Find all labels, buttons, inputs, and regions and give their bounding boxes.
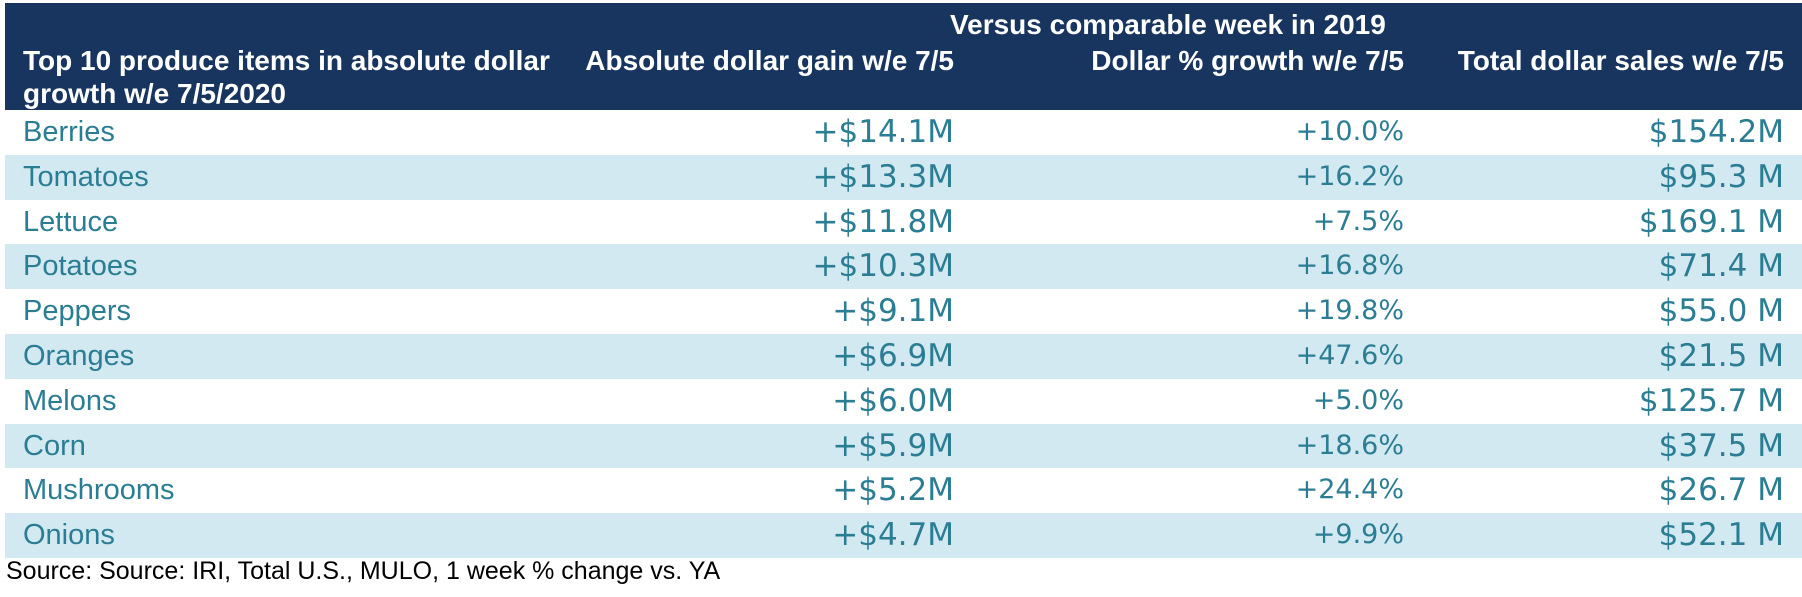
total-sales-cell: $169.1 M — [1638, 203, 1784, 240]
total-sales-cell: $154.2M — [1648, 114, 1784, 150]
table-row: Lettuce +$11.8M +7.5% $169.1 M — [5, 199, 1802, 245]
item-cell: Lettuce — [23, 205, 119, 238]
table-row: Tomatoes +$13.3M +16.2% $95.3 M — [5, 154, 1802, 200]
table-row: Corn +$5.9M +18.6% $37.5 M — [5, 423, 1802, 469]
item-cell: Berries — [23, 116, 115, 148]
pct-growth-cell: +9.9% — [1312, 519, 1404, 551]
total-sales-column-header: Total dollar sales w/e 7/5 — [1457, 45, 1784, 76]
table-row: Oranges +$6.9M +47.6% $21.5 M — [5, 333, 1802, 379]
item-cell: Tomatoes — [23, 160, 149, 193]
item-cell: Mushrooms — [23, 474, 175, 507]
pct-growth-cell: +19.8% — [1295, 295, 1404, 327]
table-header: Versus comparable week in 2019 Top 10 pr… — [5, 3, 1802, 110]
produce-table: Versus comparable week in 2019 Top 10 pr… — [5, 3, 1802, 558]
item-cell: Corn — [23, 429, 86, 462]
table-row: Potatoes +$10.3M +16.8% $71.4 M — [5, 244, 1802, 290]
abs-gain-cell: +$9.1M — [832, 293, 954, 330]
total-sales-cell: $26.7 M — [1658, 472, 1784, 509]
table-row: Peppers +$9.1M +19.8% $55.0 M — [5, 289, 1802, 334]
pct-growth-cell: +24.4% — [1295, 474, 1404, 506]
abs-gain-cell: +$11.8M — [812, 203, 954, 240]
pct-growth-cell: +47.6% — [1295, 339, 1404, 371]
pct-growth-cell: +5.0% — [1312, 384, 1404, 416]
abs-gain-cell: +$5.2M — [832, 472, 954, 509]
item-cell: Oranges — [23, 339, 135, 372]
item-cell: Peppers — [23, 295, 132, 328]
abs-gain-column-header: Absolute dollar gain w/e 7/5 — [585, 45, 954, 76]
pct-growth-cell: +10.0% — [1295, 116, 1404, 147]
item-cell: Potatoes — [23, 250, 138, 283]
pct-growth-cell: +16.2% — [1295, 160, 1404, 192]
pct-growth-column-header: Dollar % growth w/e 7/5 — [1091, 45, 1404, 76]
group-title: Versus comparable week in 2019 — [950, 9, 1386, 40]
source-note: Source: Source: IRI, Total U.S., MULO, 1… — [6, 557, 721, 585]
pct-growth-cell: +7.5% — [1312, 205, 1404, 237]
abs-gain-cell: +$4.7M — [832, 517, 954, 554]
total-sales-cell: $125.7 M — [1638, 382, 1784, 419]
table-row: Berries +$14.1M +10.0% $154.2M — [5, 110, 1802, 155]
abs-gain-cell: +$10.3M — [812, 248, 954, 285]
pct-growth-cell: +16.8% — [1295, 250, 1404, 282]
total-sales-cell: $71.4 M — [1658, 248, 1784, 285]
item-column-header: Top 10 produce items in absolute dollar … — [23, 45, 550, 109]
table-row: Onions +$4.7M +9.9% $52.1 M — [5, 513, 1802, 558]
abs-gain-cell: +$6.9M — [832, 337, 954, 374]
abs-gain-cell: +$14.1M — [812, 114, 954, 150]
abs-gain-cell: +$5.9M — [832, 427, 954, 464]
total-sales-cell: $37.5 M — [1658, 427, 1784, 464]
item-cell: Melons — [23, 384, 117, 417]
total-sales-cell: $21.5 M — [1658, 337, 1784, 374]
table-row: Mushrooms +$5.2M +24.4% $26.7 M — [5, 468, 1802, 514]
total-sales-cell: $95.3 M — [1658, 158, 1784, 195]
total-sales-cell: $52.1 M — [1658, 517, 1784, 554]
total-sales-cell: $55.0 M — [1658, 293, 1784, 330]
pct-growth-cell: +18.6% — [1295, 429, 1404, 461]
abs-gain-cell: +$13.3M — [812, 158, 954, 195]
item-cell: Onions — [23, 519, 115, 552]
table-row: Melons +$6.0M +5.0% $125.7 M — [5, 378, 1802, 424]
table-body: Berries +$14.1M +10.0% $154.2M Tomatoes +$13.… — [5, 110, 1802, 558]
abs-gain-cell: +$6.0M — [832, 382, 954, 419]
